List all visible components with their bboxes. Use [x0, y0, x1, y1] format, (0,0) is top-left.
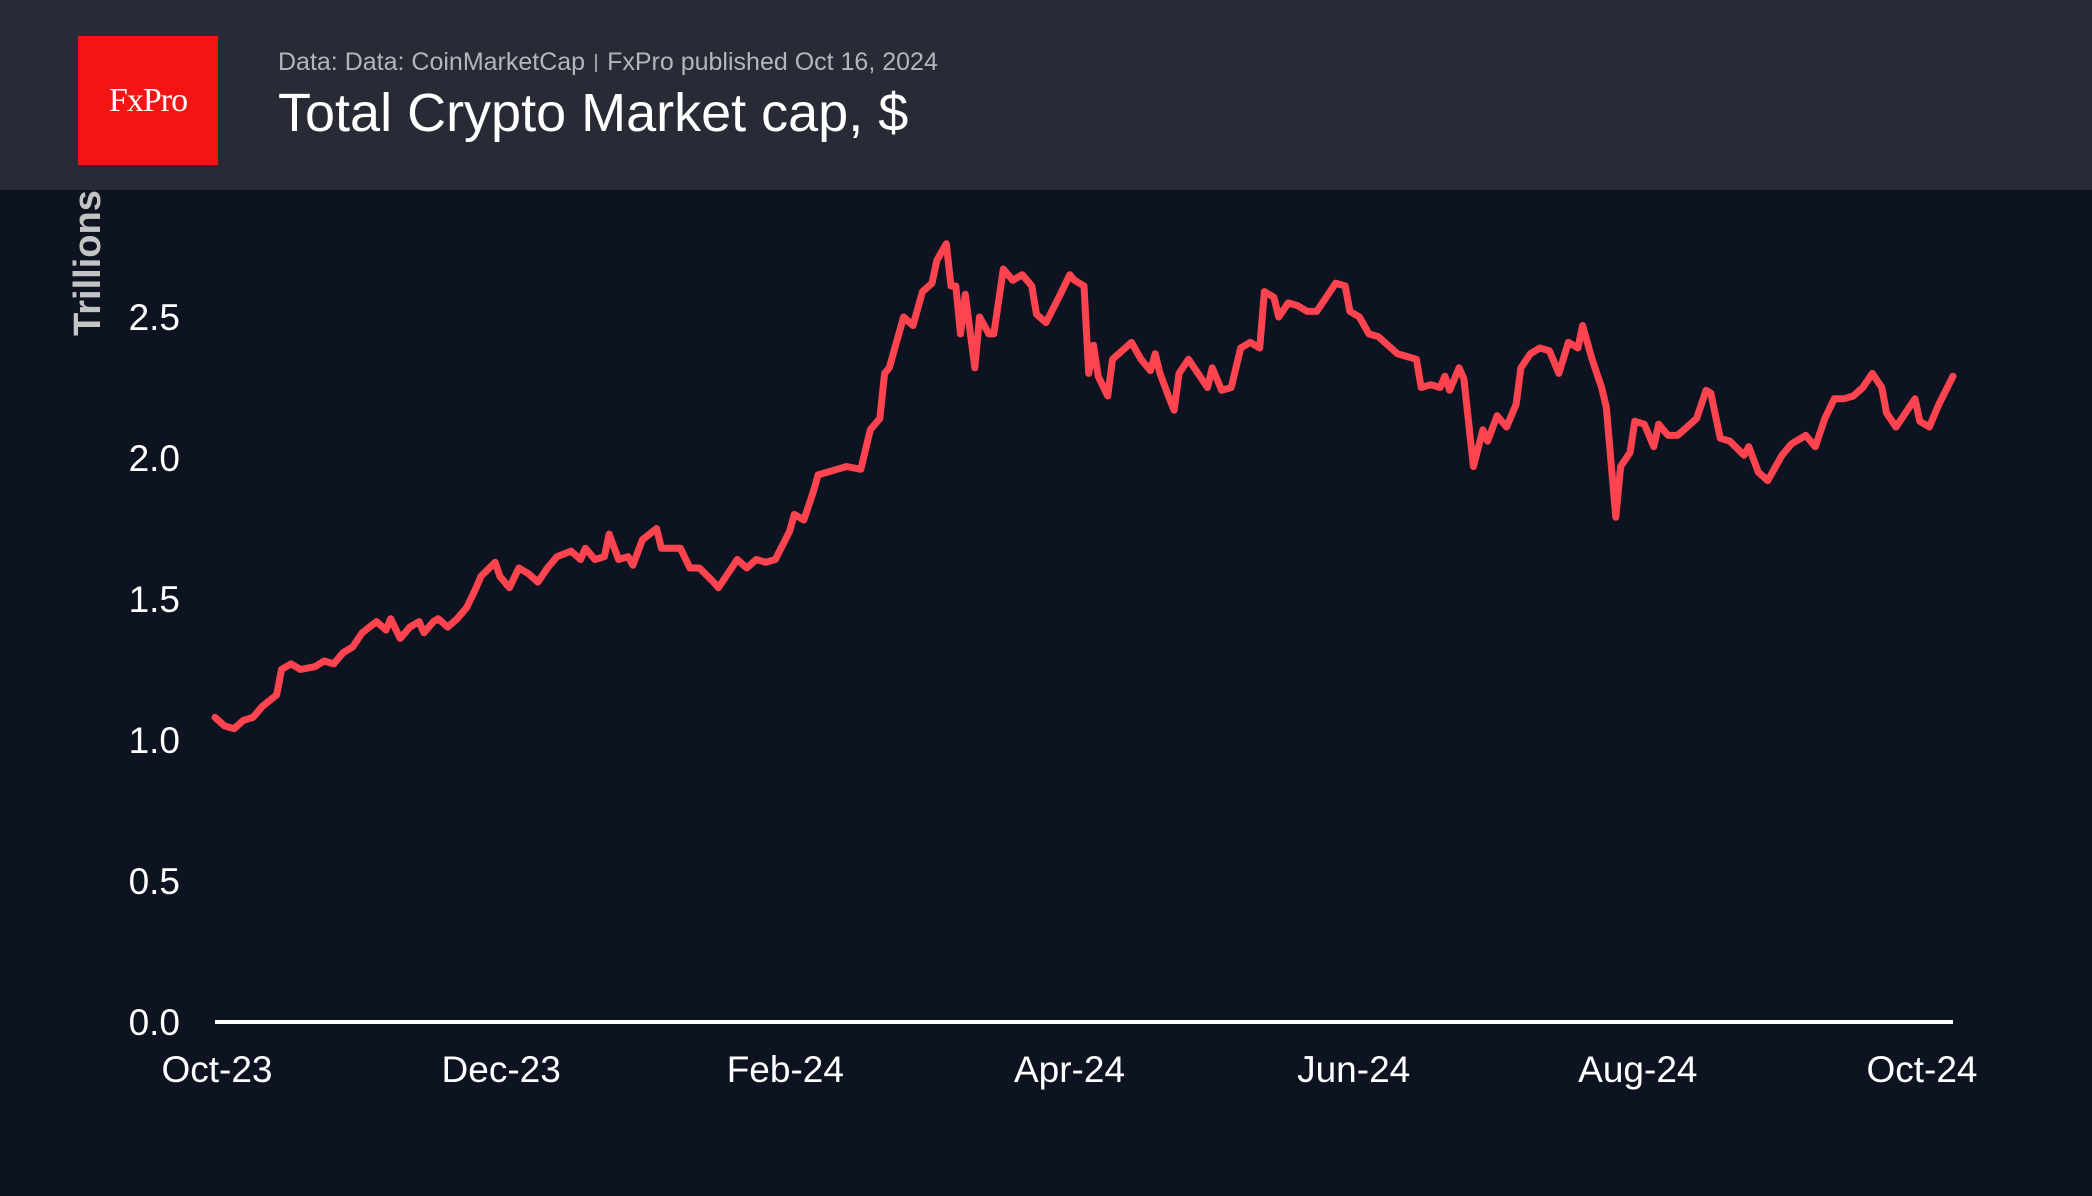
x-tick-label: Aug-24	[1578, 1049, 1697, 1090]
logo-text: FxPro	[108, 81, 188, 119]
y-tick-label: 1.5	[129, 579, 180, 620]
x-tick-label: Apr-24	[1014, 1049, 1125, 1090]
y-tick-label: 2.5	[129, 297, 180, 338]
x-axis: Oct-23 Dec-23 Feb-24 Apr-24 Jun-24 Aug-24 Oct-…	[161, 1049, 1977, 1090]
separator	[595, 54, 598, 73]
data-source: Data: Data: CoinMarketCap	[278, 48, 586, 76]
x-tick-label: Oct-24	[1866, 1049, 1977, 1090]
y-tick-label: 0.0	[129, 1002, 180, 1043]
header: FxPro Data: Data: CoinMarketCap FxPro pub…	[0, 0, 2092, 190]
published-date: FxPro published Oct 16, 2024	[607, 48, 938, 76]
subtitle: Data: Data: CoinMarketCap FxPro published…	[278, 48, 938, 77]
y-tick-label: 2.0	[129, 438, 180, 479]
y-axis-label: Trillions	[67, 190, 109, 336]
x-tick-label: Dec-23	[442, 1049, 561, 1090]
y-tick-label: 0.5	[129, 861, 180, 902]
chart-title: Total Crypto Market cap, $	[278, 83, 909, 143]
x-tick-label: Oct-23	[161, 1049, 272, 1090]
x-tick-label: Jun-24	[1297, 1049, 1410, 1090]
y-axis: 0.00.51.01.52.02.53.0	[129, 156, 180, 1043]
y-tick-label: 1.0	[129, 720, 180, 761]
series-line-total-market-cap	[211, 240, 1957, 733]
fxpro-logo: FxPro	[78, 36, 218, 165]
x-tick-label: Feb-24	[727, 1049, 844, 1090]
